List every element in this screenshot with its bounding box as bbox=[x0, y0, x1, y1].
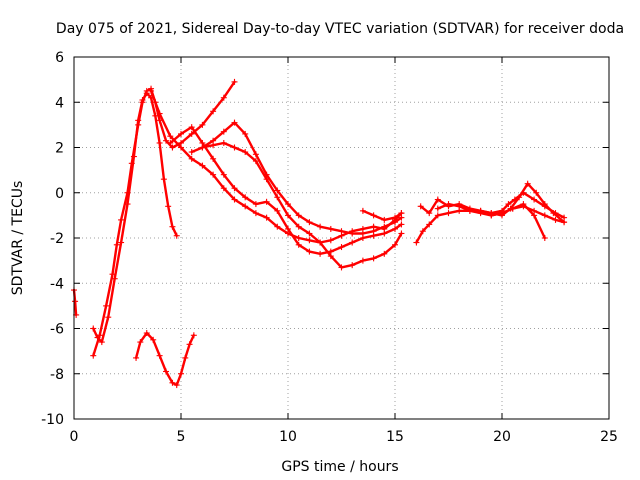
x-tick-label: 15 bbox=[386, 429, 404, 445]
y-tick-label: -4 bbox=[50, 276, 64, 292]
data-points bbox=[71, 78, 568, 389]
x-tick-labels: 0 5 10 15 20 25 bbox=[70, 429, 618, 445]
x-tick-label: 20 bbox=[493, 429, 511, 445]
x-tick-label: 25 bbox=[600, 429, 618, 445]
series-line-arc-12 bbox=[490, 202, 546, 240]
x-tick-label: 10 bbox=[279, 429, 297, 445]
y-tick-labels: -10 -8 -6 -4 -2 0 2 4 6 bbox=[41, 50, 64, 428]
series-lines bbox=[72, 80, 566, 387]
series-line-arc-11 bbox=[419, 182, 566, 224]
y-tick-label: 0 bbox=[55, 186, 64, 202]
y-tick-label: 2 bbox=[55, 141, 64, 157]
chart-title: Day 075 of 2021, Sidereal Day-to-day VTE… bbox=[56, 21, 624, 37]
y-tick-label: 4 bbox=[55, 95, 64, 111]
y-tick-label: -2 bbox=[50, 231, 64, 247]
series-line-arc-13 bbox=[436, 202, 566, 224]
y-tick-label: -8 bbox=[50, 367, 64, 383]
y-tick-label: -10 bbox=[41, 412, 64, 428]
y-tick-label: -6 bbox=[50, 322, 64, 338]
series-line-arc-3 bbox=[92, 80, 236, 357]
series-line-arc-9 bbox=[361, 209, 403, 222]
grid bbox=[74, 57, 609, 419]
series-line-arc-4 bbox=[134, 331, 195, 387]
series-line-arc-5 bbox=[149, 89, 403, 244]
x-tick-label: 5 bbox=[177, 429, 186, 445]
series-line-arc-7 bbox=[190, 141, 403, 269]
y-tick-label: 6 bbox=[55, 50, 64, 66]
series-line-arc-8 bbox=[201, 121, 403, 235]
y-axis-label: SDTVAR / TECUs bbox=[10, 181, 26, 296]
series-line-arc-6 bbox=[169, 125, 403, 255]
x-tick-label: 0 bbox=[70, 429, 79, 445]
x-axis-label: GPS time / hours bbox=[281, 459, 398, 475]
axis-ticks bbox=[73, 56, 610, 420]
